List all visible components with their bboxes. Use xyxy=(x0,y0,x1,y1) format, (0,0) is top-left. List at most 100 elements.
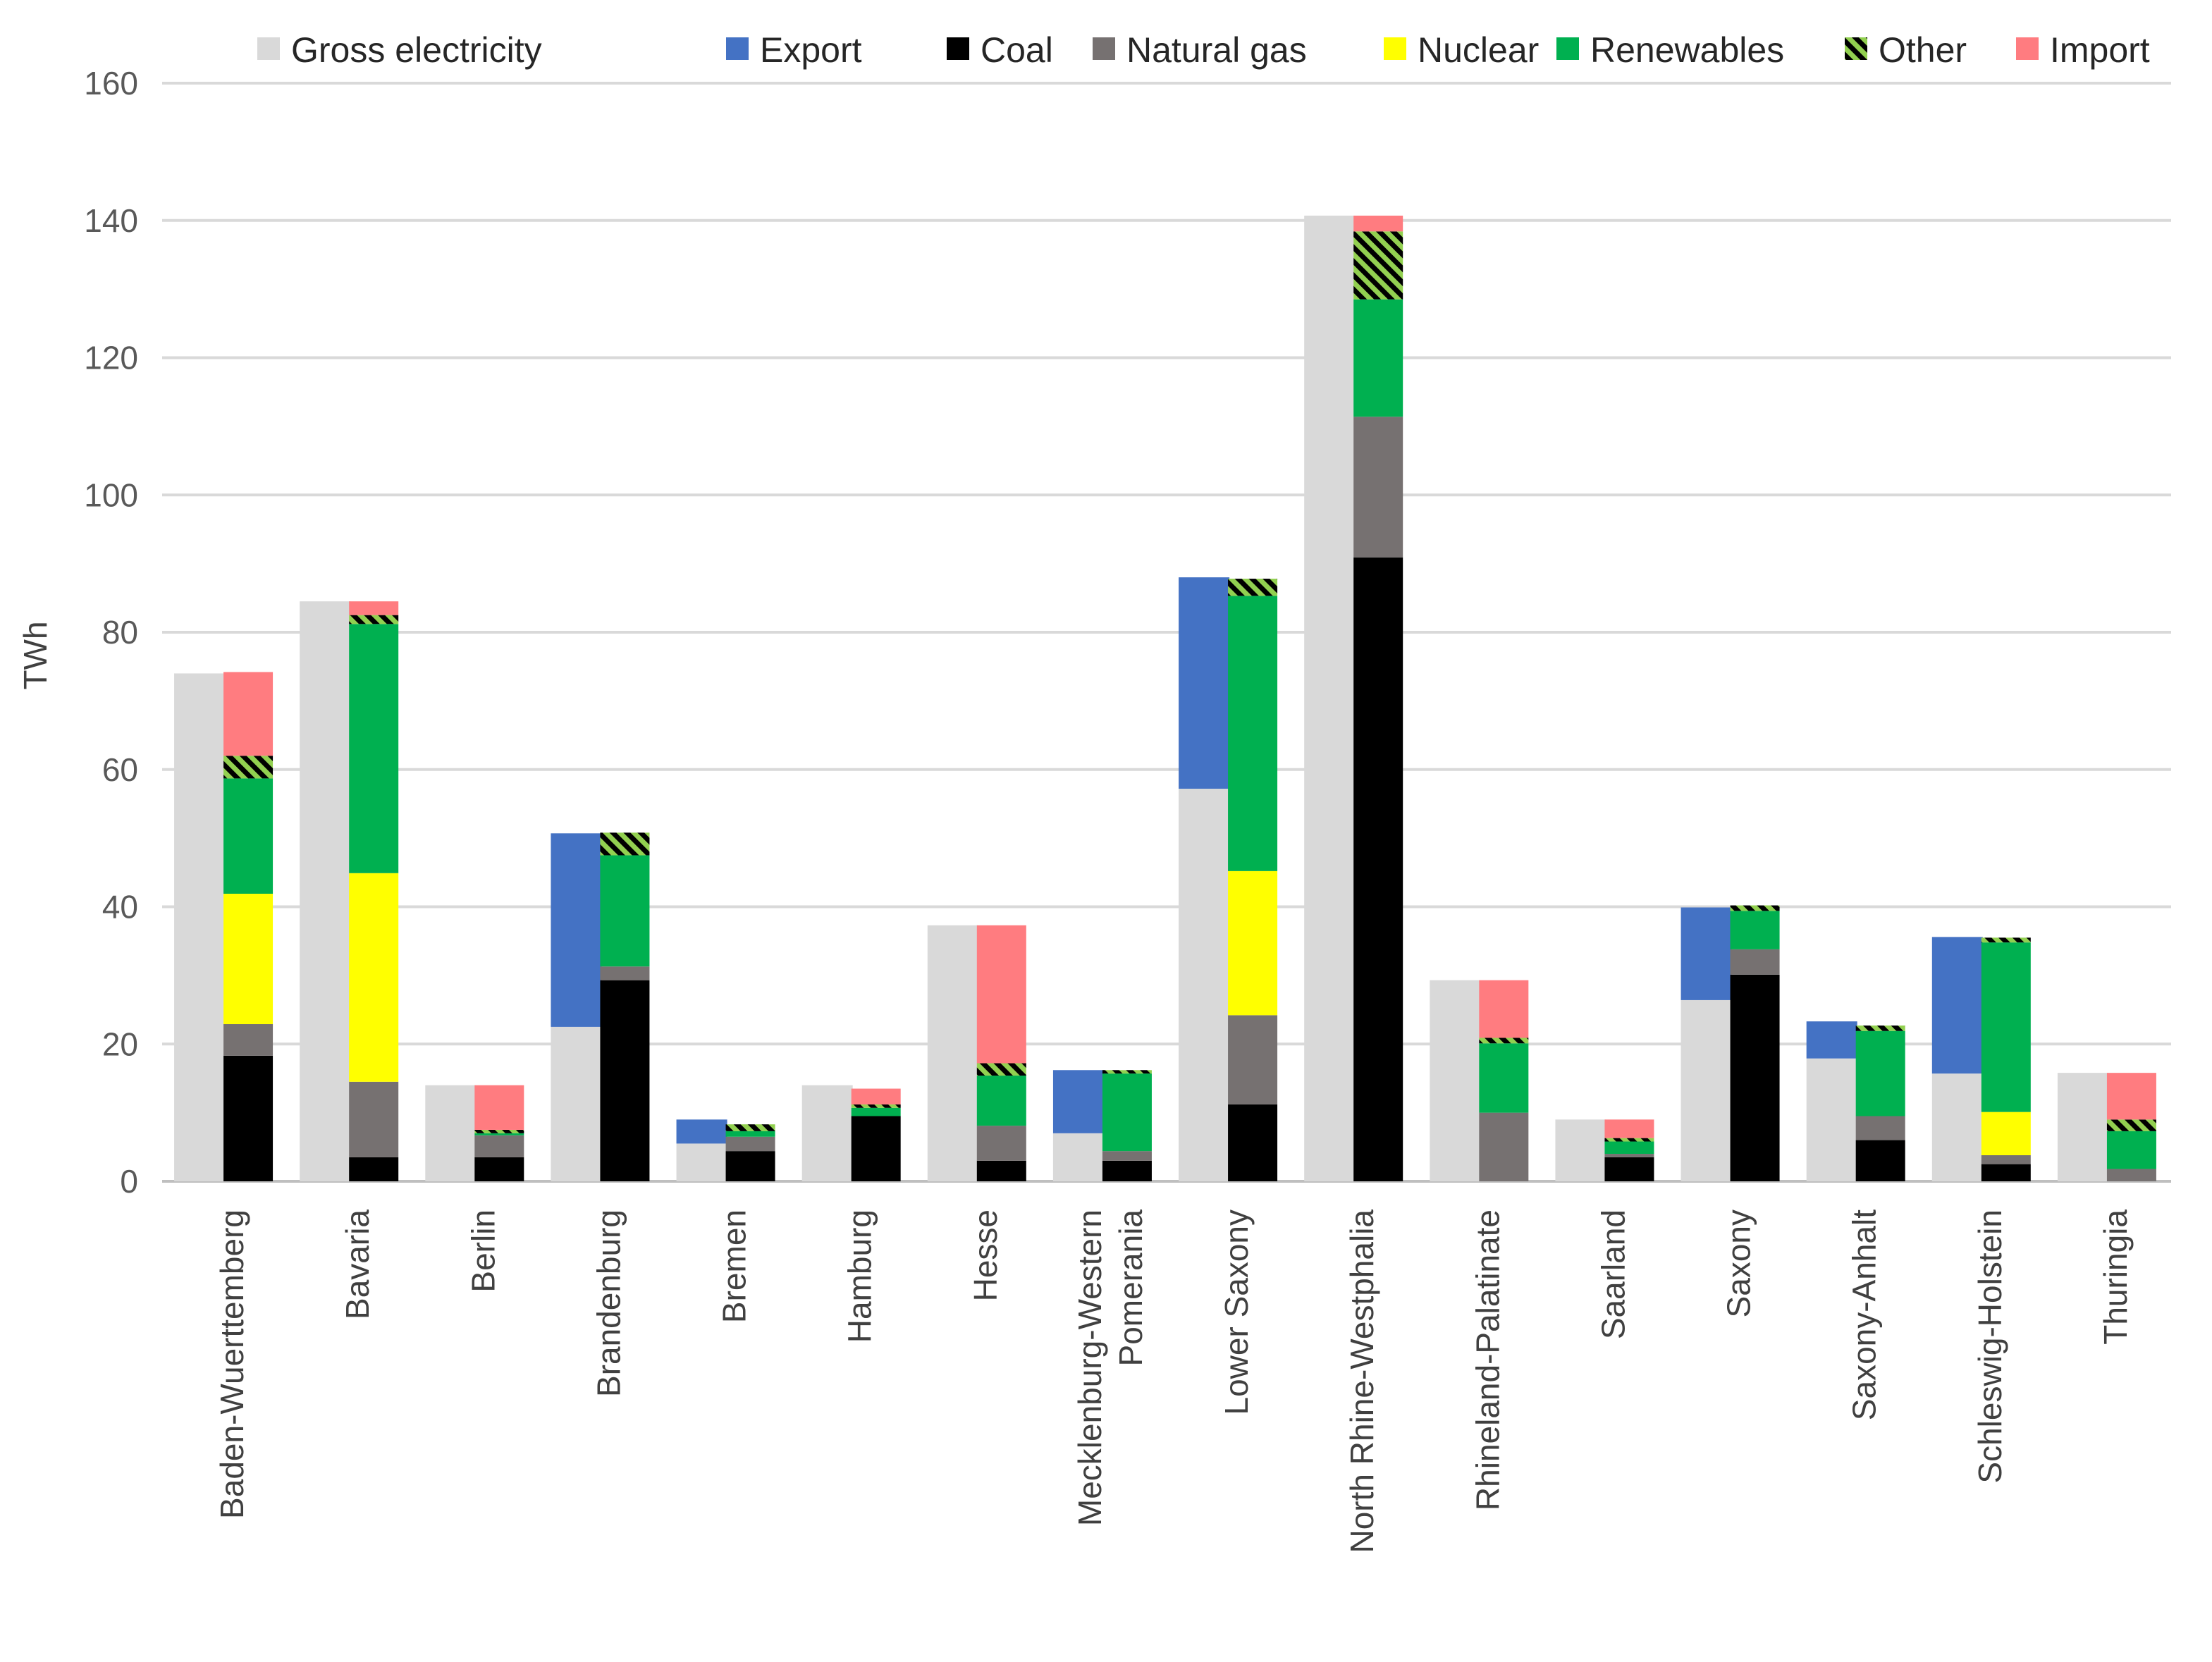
bar-group-hamburg xyxy=(801,1085,901,1181)
bar-export xyxy=(1052,1070,1104,1133)
bar-natural-gas xyxy=(474,1135,524,1157)
category-label: Baden-Wuerttemberg xyxy=(214,1209,250,1519)
bar-other xyxy=(1730,905,1780,911)
bar-coal xyxy=(600,980,650,1181)
bar-renewables xyxy=(851,1107,901,1116)
bar-natural-gas xyxy=(223,1024,274,1056)
bar-group-mecklenburg-western-pomerania xyxy=(1052,1070,1152,1181)
bar-other xyxy=(976,1063,1026,1076)
y-tick-label: 100 xyxy=(84,476,138,513)
bar-gross-electricity xyxy=(1555,1119,1606,1181)
bar-other xyxy=(1102,1070,1152,1074)
bar-renewables xyxy=(725,1131,775,1137)
bar-group-bremen xyxy=(676,1119,775,1181)
bar-renewables xyxy=(1981,942,2031,1112)
legend-item-other: Other xyxy=(1845,30,1967,70)
bar-other xyxy=(1353,231,1403,300)
bar-renewables xyxy=(2106,1131,2156,1169)
y-tick-label: 80 xyxy=(102,614,138,651)
bar-import xyxy=(223,672,274,756)
bar-gross-electricity xyxy=(174,673,226,1181)
bar-nuclear xyxy=(1228,870,1278,1016)
legend-swatch-natural-gas xyxy=(1093,37,1115,60)
bar-coal xyxy=(1353,557,1403,1181)
bar-group-hesse xyxy=(927,925,1026,1181)
bar-other xyxy=(1604,1138,1654,1142)
bar-renewables xyxy=(1730,911,1780,949)
y-tick-label: 60 xyxy=(102,751,138,788)
bar-group-rhineland-palatinate xyxy=(1430,980,1529,1181)
y-tick-label: 40 xyxy=(102,889,138,925)
y-tick-label: 120 xyxy=(84,340,138,376)
category-label: Saxony-Anhalt xyxy=(1846,1209,1883,1420)
bar-natural-gas xyxy=(1353,417,1403,558)
y-tick-label: 140 xyxy=(84,202,138,239)
bar-coal xyxy=(725,1151,775,1181)
bar-import xyxy=(851,1088,901,1104)
category-label: Bavaria xyxy=(339,1209,376,1319)
bar-nuclear xyxy=(1981,1112,2031,1155)
bar-import xyxy=(474,1085,524,1130)
bar-export xyxy=(1806,1021,1857,1059)
bar-gross-electricity xyxy=(2057,1073,2108,1181)
legend-swatch-gross-electricity xyxy=(257,37,280,60)
bar-gross-electricity xyxy=(1052,1133,1104,1181)
bar-gross-electricity xyxy=(425,1085,477,1181)
legend-label-other: Other xyxy=(1879,30,1967,70)
bar-other xyxy=(851,1104,901,1108)
bar-natural-gas xyxy=(725,1136,775,1152)
bar-gross-electricity xyxy=(551,1026,602,1181)
legend-item-nuclear: Nuclear xyxy=(1384,30,1539,70)
bar-other xyxy=(725,1124,775,1131)
bar-group-lower-saxony xyxy=(1179,577,1278,1181)
bar-renewables xyxy=(1604,1141,1654,1155)
legend: Gross electricity Export Coal Natural gas Nu… xyxy=(257,30,2150,70)
category-label: Saxony xyxy=(1721,1209,1757,1317)
bar-natural-gas xyxy=(1604,1154,1654,1157)
bar-gross-electricity xyxy=(1430,980,1481,1181)
category-label: North Rhine-Westphalia xyxy=(1344,1209,1380,1553)
bar-natural-gas xyxy=(349,1081,399,1157)
legend-swatch-renewables xyxy=(1556,37,1579,60)
bar-coal xyxy=(851,1116,901,1181)
legend-item-coal: Coal xyxy=(947,30,1053,70)
bar-gross-electricity xyxy=(1304,215,1356,1182)
category-label: Lower Saxony xyxy=(1218,1209,1255,1415)
bar-coal xyxy=(1855,1140,1905,1181)
legend-swatch-export xyxy=(726,37,749,60)
y-axis-title: TWh xyxy=(17,621,54,689)
bar-group-berlin xyxy=(425,1085,524,1181)
bar-gross-electricity xyxy=(1931,1073,1983,1181)
bar-other xyxy=(474,1129,524,1133)
category-label: Berlin xyxy=(465,1209,501,1293)
category-label: Thuringia xyxy=(2097,1209,2134,1345)
bar-nuclear xyxy=(223,893,274,1025)
bar-export xyxy=(1179,577,1230,789)
bar-natural-gas xyxy=(600,966,650,980)
bar-coal xyxy=(1730,974,1780,1181)
x-axis-category-labels: Baden-Wuerttemberg Bavaria Berlin Brandenbu… xyxy=(214,1209,2134,1553)
bar-coal xyxy=(1102,1160,1152,1181)
legend-swatch-import xyxy=(2016,37,2039,60)
bar-coal xyxy=(223,1055,274,1181)
category-label: Saarland xyxy=(1595,1209,1631,1339)
bar-group-baden-wuerttemberg xyxy=(174,672,274,1181)
bar-group-schleswig-holstein xyxy=(1931,937,2031,1181)
bar-export xyxy=(551,833,602,1027)
legend-label-import: Import xyxy=(2050,30,2150,70)
bar-natural-gas xyxy=(1228,1015,1278,1104)
bar-coal xyxy=(474,1157,524,1181)
legend-label-natural-gas: Natural gas xyxy=(1126,30,1307,70)
bar-other xyxy=(223,756,274,779)
legend-item-gross-electricity: Gross electricity xyxy=(257,30,542,70)
bar-natural-gas xyxy=(1102,1151,1152,1161)
bar-renewables xyxy=(1228,596,1278,871)
bar-natural-gas xyxy=(2106,1169,2156,1181)
legend-swatch-nuclear xyxy=(1384,37,1406,60)
bar-import xyxy=(1353,215,1403,232)
bar-other xyxy=(1981,937,2031,943)
bar-gross-electricity xyxy=(300,601,351,1181)
y-tick-label: 0 xyxy=(120,1163,138,1200)
bar-coal xyxy=(1981,1164,2031,1181)
